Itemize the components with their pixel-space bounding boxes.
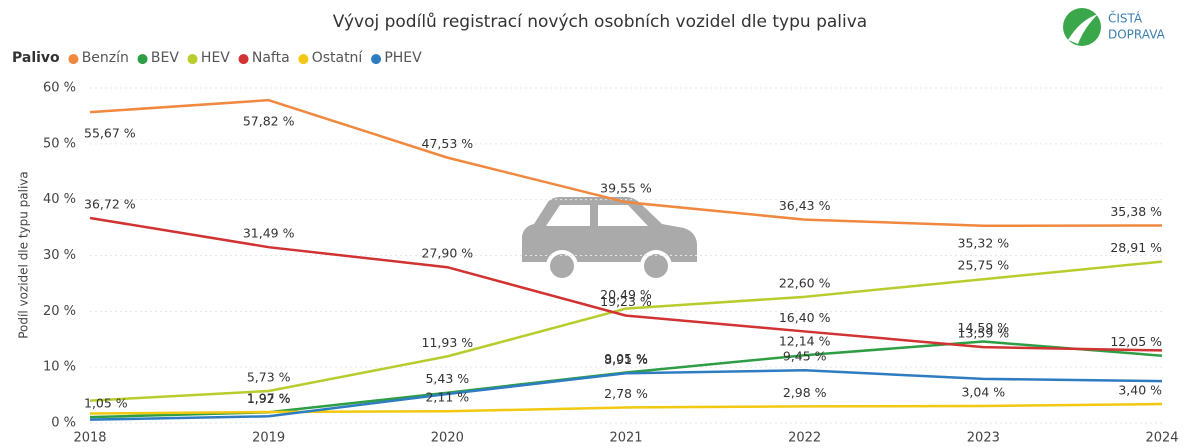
- series-line: [89, 98, 1163, 228]
- y-tick-label: 20 %: [43, 304, 76, 319]
- series-line: [89, 260, 1163, 402]
- data-label: 39,55 %: [600, 181, 652, 196]
- logo-text: DOPRAVA: [1108, 28, 1166, 42]
- data-label: 19,23 %: [600, 294, 652, 309]
- legend-label: PHEV: [384, 50, 422, 66]
- y-tick-label: 40 %: [43, 192, 76, 207]
- y-tick-label: 50 %: [43, 136, 76, 151]
- data-label: 35,38 %: [1110, 204, 1162, 219]
- data-label: 5,43 %: [425, 371, 469, 386]
- data-label: 8,91 %: [604, 352, 648, 367]
- x-tick-label: 2022: [788, 431, 821, 446]
- data-label: 27,90 %: [422, 246, 474, 261]
- data-label: 36,43 %: [779, 198, 831, 213]
- data-label: 31,49 %: [243, 226, 295, 241]
- data-label: 14,59 %: [958, 320, 1010, 335]
- legend-swatch: ●: [238, 52, 249, 67]
- legend-swatch: ●: [137, 52, 148, 67]
- data-label: 36,72 %: [84, 196, 136, 211]
- data-label: 5,73 %: [247, 370, 291, 385]
- legend-label: Nafta: [252, 50, 290, 66]
- data-label: 47,53 %: [422, 136, 474, 151]
- legend-swatch: ●: [298, 52, 309, 67]
- data-label: 11,93 %: [422, 335, 474, 350]
- data-label: 2,98 %: [783, 385, 827, 400]
- y-tick-label: 10 %: [43, 360, 76, 375]
- y-tick-label: 60 %: [43, 81, 76, 96]
- legend-title: Palivo: [12, 50, 60, 66]
- data-label: 1,92 %: [247, 391, 291, 406]
- data-label: 3,04 %: [961, 385, 1005, 400]
- x-tick-label: 2024: [1145, 431, 1178, 446]
- y-axis-label: Podíl vozidel dle typu paliva: [17, 171, 31, 339]
- data-label: 2,78 %: [604, 386, 648, 401]
- x-tick-label: 2020: [431, 431, 464, 446]
- data-label: 1,97 %: [247, 391, 291, 406]
- data-label: 20,49 %: [600, 287, 652, 302]
- x-tick-label: 2021: [609, 431, 642, 446]
- series-line: [89, 216, 1163, 352]
- series-line: [89, 402, 1163, 415]
- data-label: 25,75 %: [958, 258, 1010, 273]
- data-label: 16,40 %: [779, 310, 831, 325]
- data-label: 55,67 %: [84, 126, 136, 141]
- legend-swatch: ●: [370, 52, 381, 67]
- data-label: 22,60 %: [779, 275, 831, 290]
- data-label: 13,59 %: [958, 326, 1010, 341]
- data-label: 12,14 %: [779, 334, 831, 349]
- logo-text: ČISTÁ: [1108, 11, 1143, 26]
- data-label: 9,05 %: [604, 351, 648, 366]
- x-tick-label: 2019: [252, 431, 285, 446]
- legend-swatch: ●: [187, 52, 198, 67]
- data-label: 1,05 %: [84, 396, 128, 411]
- data-label: 57,82 %: [243, 114, 295, 129]
- legend-label: Benzín: [82, 50, 129, 66]
- x-tick-label: 2023: [967, 431, 1000, 446]
- logo-road: [1068, 14, 1098, 44]
- y-tick-label: 30 %: [43, 248, 76, 263]
- legend-label: HEV: [201, 50, 230, 66]
- chart-title: Vývoj podílů registrací nových osobních …: [333, 12, 867, 32]
- car-icon: [522, 197, 697, 282]
- legend-label: Ostatní: [312, 50, 364, 66]
- data-label: 12,05 %: [1110, 334, 1162, 349]
- y-tick-label: 0 %: [51, 416, 76, 431]
- logo: ČISTÁ DOPRAVA: [1063, 8, 1166, 46]
- data-label: 9,45 %: [783, 349, 827, 364]
- data-label: 2,11 %: [425, 390, 469, 405]
- legend-label: BEV: [151, 50, 179, 66]
- data-label: 35,32 %: [958, 235, 1010, 250]
- x-tick-label: 2018: [73, 431, 106, 446]
- series-line: [89, 368, 1163, 421]
- legend-swatch: ●: [68, 52, 79, 67]
- data-label: 28,91 %: [1110, 240, 1162, 255]
- data-label: 3,40 %: [1118, 383, 1162, 398]
